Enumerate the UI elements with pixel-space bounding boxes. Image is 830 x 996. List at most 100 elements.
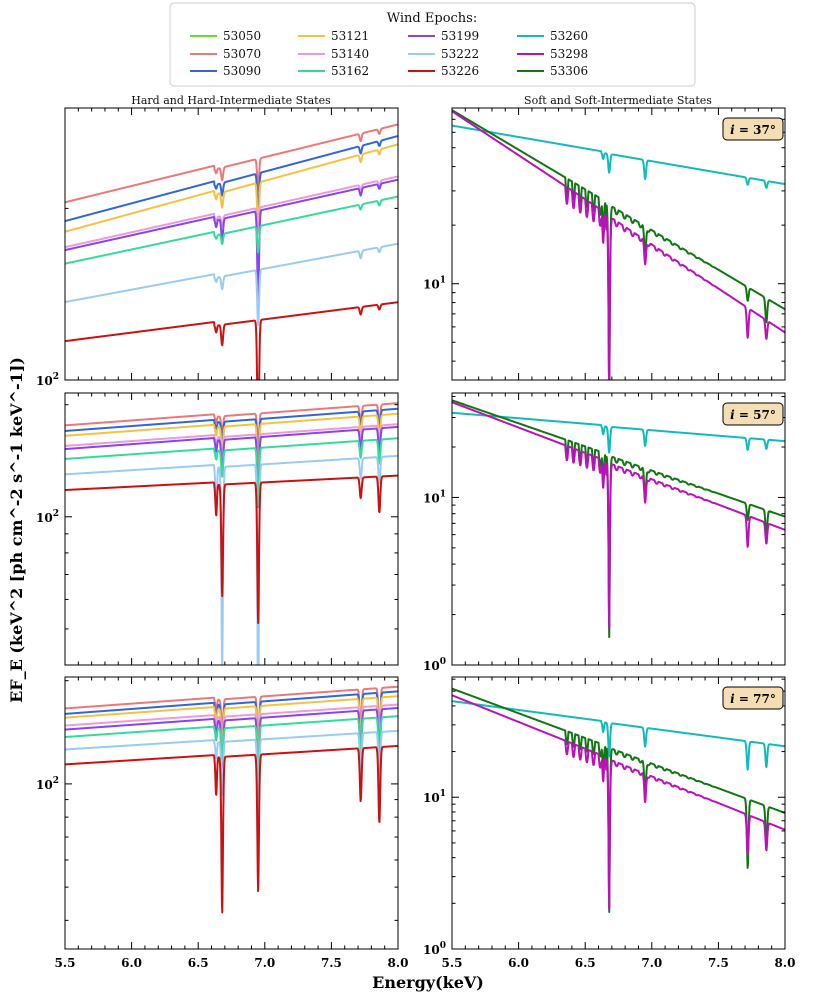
inclination-badge-i37: i = 37°: [722, 117, 784, 141]
series-line-soft-77-53298: [452, 694, 785, 911]
legend-label-53070: 53070: [223, 47, 261, 61]
series-group-hard-77: [65, 685, 398, 914]
series-line-hard-37-53121: [65, 143, 398, 233]
series-line-hard-37-53162: [65, 195, 398, 265]
series-line-hard-57-53070: [65, 402, 398, 451]
series-line-hard-77-53162: [65, 715, 398, 780]
series-line-hard-57-53121: [65, 412, 398, 483]
inclination-badge-box: [722, 402, 784, 426]
series-line-hard-57-53162: [65, 437, 398, 507]
y-tick-label-hard-37-100: 102: [36, 372, 59, 388]
series-line-hard-77-53226: [65, 744, 398, 914]
panel-hard-77: 5.5 6.0 6.5 7.0 7.5 8.0 102: [36, 676, 409, 970]
series-line-soft-37-53260: [452, 124, 785, 189]
series-line-soft-37-53298: [452, 110, 785, 380]
axes-frame-hard-77: [64, 676, 399, 950]
x-tick-label-hard-77-7.5: 7.5: [321, 956, 342, 970]
series-line-hard-57-53222: [65, 454, 398, 665]
series-line-hard-77-53222: [65, 729, 398, 817]
inclination-badge-text: i = 37°: [730, 123, 776, 137]
panel-hard-37: 102: [36, 107, 399, 388]
series-line-hard-77-53121: [65, 695, 398, 772]
legend-label-53121: 53121: [331, 29, 369, 43]
legend-label-53260: 53260: [550, 29, 588, 43]
legend-label-53226: 53226: [441, 64, 479, 78]
series-line-soft-57-53306: [452, 399, 785, 639]
column-title-soft: Soft and Soft-Intermediate States: [524, 94, 712, 107]
legend-label-53306: 53306: [550, 64, 588, 78]
y-tick-label-soft-77-10: 101: [423, 789, 446, 805]
axes-frame-soft-77: [451, 676, 786, 950]
x-tick-label-hard-77-6.5: 6.5: [188, 956, 209, 970]
legend-label-53162: 53162: [331, 64, 369, 78]
axes-frame-hard-57: [64, 392, 399, 666]
inclination-badge-i77: i = 77°: [722, 686, 784, 710]
series-group-hard-57: [65, 402, 398, 665]
y-axis-label: EF_E (keV^2 [ph cm^-2 s^-1 keV^-1]): [7, 357, 26, 703]
x-tick-label-hard-77-7.0: 7.0: [254, 956, 275, 970]
series-line-soft-57-53298: [452, 401, 785, 630]
panel-hard-57: 102: [36, 392, 399, 666]
series-line-hard-37-53090: [65, 135, 398, 223]
x-tick-label-soft-77-5.5: 5.5: [442, 956, 463, 970]
series-line-hard-77-53070: [65, 685, 398, 751]
series-group-soft-37: [452, 109, 785, 380]
axes-frame-soft-37: [451, 107, 786, 381]
series-line-hard-37-53070: [65, 123, 398, 204]
y-tick-label-soft-77-1: 100: [423, 941, 446, 957]
series-line-hard-37-53226: [65, 301, 398, 380]
series-line-hard-57-53199: [65, 425, 398, 508]
legend-title: Wind Epochs:: [387, 11, 477, 26]
y-axis-label-text: EF_E (keV^2 [ph cm^-2 s^-1 keV^-1]): [7, 357, 26, 703]
legend-label-53298: 53298: [550, 47, 588, 61]
legend: Wind Epochs: 53050 53070 53090 53121 53140 53…: [169, 2, 696, 87]
axes-frame-hard-37: [64, 107, 399, 381]
inclination-badge-box: [722, 117, 784, 141]
legend-label-53199: 53199: [441, 29, 479, 43]
x-tick-label-soft-77-6.5: 6.5: [575, 956, 596, 970]
inclination-badge-i57: i = 57°: [722, 402, 784, 426]
series-line-hard-37-53222: [65, 242, 398, 327]
y-tick-label-soft-37-10: 101: [423, 276, 446, 292]
series-line-soft-77-53260: [452, 700, 785, 771]
legend-label-53140: 53140: [331, 47, 369, 61]
inclination-badge-box: [722, 686, 784, 710]
series-line-hard-77-53090: [65, 690, 398, 779]
series-line-hard-37-53140: [65, 175, 398, 249]
y-tick-label-soft-57-10: 101: [423, 489, 446, 505]
x-tick-label-hard-77-8.0: 8.0: [388, 956, 409, 970]
panels: 102 102 5.5 6.0 6.5 7.0 7.5 8.0 102 101 i = 37° 100…: [36, 107, 796, 970]
panel-soft-37: 101 i = 37°: [423, 107, 786, 381]
x-tick-label-soft-77-7.5: 7.5: [708, 956, 729, 970]
legend-label-53090: 53090: [223, 64, 261, 78]
series-line-hard-77-53140: [65, 703, 398, 780]
x-tick-label-hard-77-6.0: 6.0: [121, 956, 142, 970]
x-tick-label-soft-77-6.0: 6.0: [508, 956, 529, 970]
y-tick-label-hard-57-100: 102: [36, 509, 59, 525]
inclination-badge-text: i = 57°: [730, 408, 776, 422]
series-line-soft-77-53306: [452, 687, 785, 914]
series-line-soft-57-53260: [452, 411, 785, 454]
x-tick-label-soft-77-8.0: 8.0: [775, 956, 796, 970]
y-tick-label-hard-77-100: 102: [36, 776, 59, 792]
axes-frame-soft-57: [451, 392, 786, 666]
legend-label-53222: 53222: [441, 47, 479, 61]
series-line-soft-37-53306: [452, 109, 785, 380]
legend-label-53050: 53050: [223, 29, 261, 43]
series-line-hard-57-53140: [65, 423, 398, 494]
x-axis-label: Energy(keV): [372, 973, 484, 992]
series-line-hard-57-53226: [65, 474, 398, 624]
series-group-hard-37: [65, 123, 398, 380]
series-line-hard-57-53090: [65, 407, 398, 467]
x-tick-label-hard-77-5.5: 5.5: [55, 956, 76, 970]
panel-soft-77: 5.5 6.0 6.5 7.0 7.5 8.0 100 101 i = 77°: [423, 676, 796, 970]
series-line-hard-77-53199: [65, 707, 398, 809]
column-title-hard: Hard and Hard-Intermediate States: [131, 94, 331, 107]
series-group-soft-77: [452, 687, 785, 914]
series-line-hard-37-53199: [65, 178, 398, 301]
series-group-soft-57: [452, 399, 785, 639]
panel-soft-57: 100 101 i = 57°: [423, 392, 786, 673]
y-tick-label-soft-57-1: 100: [423, 657, 446, 673]
x-tick-label-soft-77-7.0: 7.0: [641, 956, 662, 970]
